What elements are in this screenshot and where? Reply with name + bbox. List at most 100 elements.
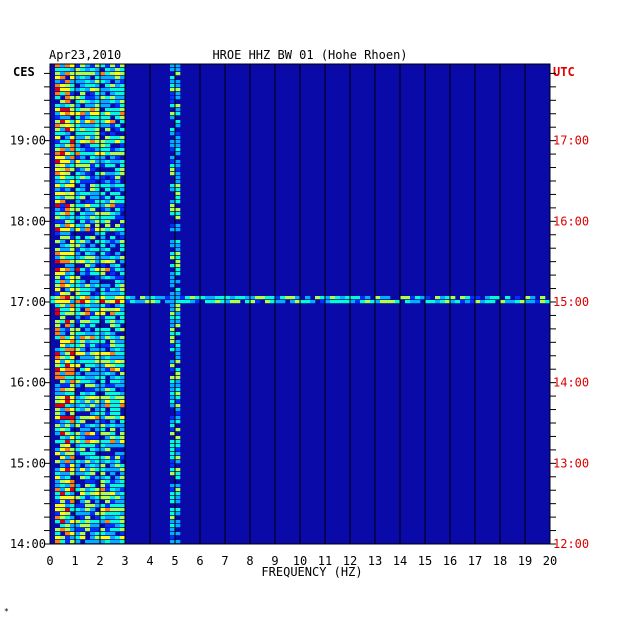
spectrogram-cell <box>175 416 181 420</box>
spectrogram-cell <box>115 128 121 132</box>
spectrogram-cell <box>100 308 106 312</box>
spectrogram-cell <box>170 204 176 208</box>
spectrogram-cell <box>60 372 66 376</box>
spectrogram-cell <box>80 356 86 360</box>
spectrogram-cell <box>120 196 126 200</box>
spectrogram-cell <box>110 256 116 260</box>
spectrogram-cell <box>115 464 121 468</box>
spectrogram-cell <box>120 520 126 524</box>
spectrogram-cell <box>175 252 181 256</box>
spectrogram-cell <box>170 344 176 348</box>
spectrogram-cell <box>55 212 61 216</box>
spectrogram-cell <box>85 80 91 84</box>
spectrogram-cell <box>120 360 126 364</box>
spectrogram-cell <box>60 436 66 440</box>
spectrogram-cell <box>95 260 101 264</box>
spectrogram-cell <box>110 240 116 244</box>
spectrogram-cell <box>60 172 66 176</box>
spectrogram-cell <box>170 332 176 336</box>
spectrogram-cell <box>65 528 71 532</box>
spectrogram-cell <box>105 116 111 120</box>
spectrogram-cell <box>75 224 81 228</box>
spectrogram-cell <box>70 276 76 280</box>
spectrogram-cell <box>110 180 116 184</box>
spectrogram-cell <box>90 512 96 516</box>
spectrogram-cell <box>120 72 126 76</box>
spectrogram-cell <box>170 524 176 528</box>
spectrogram-cell <box>170 140 176 144</box>
spectrogram-cell <box>115 368 121 372</box>
spectrogram-cell <box>55 96 61 100</box>
spectrogram-cell <box>65 204 71 208</box>
spectrogram-cell <box>85 496 91 500</box>
spectrogram-cell <box>120 464 126 468</box>
spectrogram-cell <box>80 192 86 196</box>
spectrogram-cell <box>65 432 71 436</box>
spectrogram-cell <box>85 512 91 516</box>
spectrogram-cell <box>105 396 111 400</box>
spectrogram-cell <box>350 300 356 304</box>
spectrogram-cell <box>110 528 116 532</box>
spectrogram-cell <box>95 256 101 260</box>
spectrogram-cell <box>85 104 91 108</box>
spectrogram-cell <box>100 92 106 96</box>
spectrogram-cell <box>85 284 91 288</box>
spectrogram-cell <box>95 272 101 276</box>
spectrogram-cell <box>115 452 121 456</box>
spectrogram-cell <box>60 396 66 400</box>
spectrogram-cell <box>80 400 86 404</box>
spectrogram-cell <box>80 516 86 520</box>
spectrogram-cell <box>60 520 66 524</box>
spectrogram-cell <box>90 496 96 500</box>
spectrogram-cell <box>105 512 111 516</box>
spectrogram-cell <box>85 360 91 364</box>
x-tick-label: 5 <box>171 554 178 568</box>
spectrogram-cell <box>75 276 81 280</box>
spectrogram-cell <box>485 300 491 304</box>
spectrogram-cell <box>90 128 96 132</box>
spectrogram-cell <box>120 476 126 480</box>
spectrogram-cell <box>120 236 126 240</box>
spectrogram-cell <box>115 224 121 228</box>
spectrogram-cell <box>95 84 101 88</box>
spectrogram-cell <box>105 144 111 148</box>
spectrogram-cell <box>175 396 181 400</box>
spectrogram-cell <box>105 476 111 480</box>
spectrogram-cell <box>175 188 181 192</box>
spectrogram-cell <box>90 104 96 108</box>
spectrogram-cell <box>425 300 431 304</box>
spectrogram-cell <box>120 528 126 532</box>
spectrogram-cell <box>65 212 71 216</box>
spectrogram-cell <box>65 148 71 152</box>
spectrogram-cell <box>75 472 81 476</box>
spectrogram-cell <box>540 300 546 304</box>
spectrogram-cell <box>115 348 121 352</box>
spectrogram-cell <box>170 384 176 388</box>
spectrogram-cell <box>120 376 126 380</box>
spectrogram-cell <box>260 296 266 300</box>
spectrogram-cell <box>65 336 71 340</box>
spectrogram-cell <box>75 308 81 312</box>
spectrogram-cell <box>90 84 96 88</box>
spectrogram-cell <box>105 528 111 532</box>
spectrogram-cell <box>90 108 96 112</box>
spectrogram-cell <box>55 260 61 264</box>
x-tick-label: 6 <box>196 554 203 568</box>
spectrogram-cell <box>95 304 101 308</box>
spectrogram-cell <box>115 208 121 212</box>
spectrogram-cell <box>65 224 71 228</box>
spectrogram-cell <box>55 508 61 512</box>
spectrogram-cell <box>100 412 106 416</box>
spectrogram-cell <box>80 296 86 300</box>
spectrogram-cell <box>80 248 86 252</box>
spectrogram-cell <box>170 392 176 396</box>
spectrogram-cell <box>170 440 176 444</box>
spectrogram-cell <box>100 312 106 316</box>
spectrogram-cell <box>90 192 96 196</box>
spectrogram-cell <box>105 108 111 112</box>
spectrogram-cell <box>100 276 106 280</box>
spectrogram-cell <box>95 284 101 288</box>
spectrogram-cell <box>120 416 126 420</box>
spectrogram-cell <box>185 300 191 304</box>
spectrogram-cell <box>65 140 71 144</box>
